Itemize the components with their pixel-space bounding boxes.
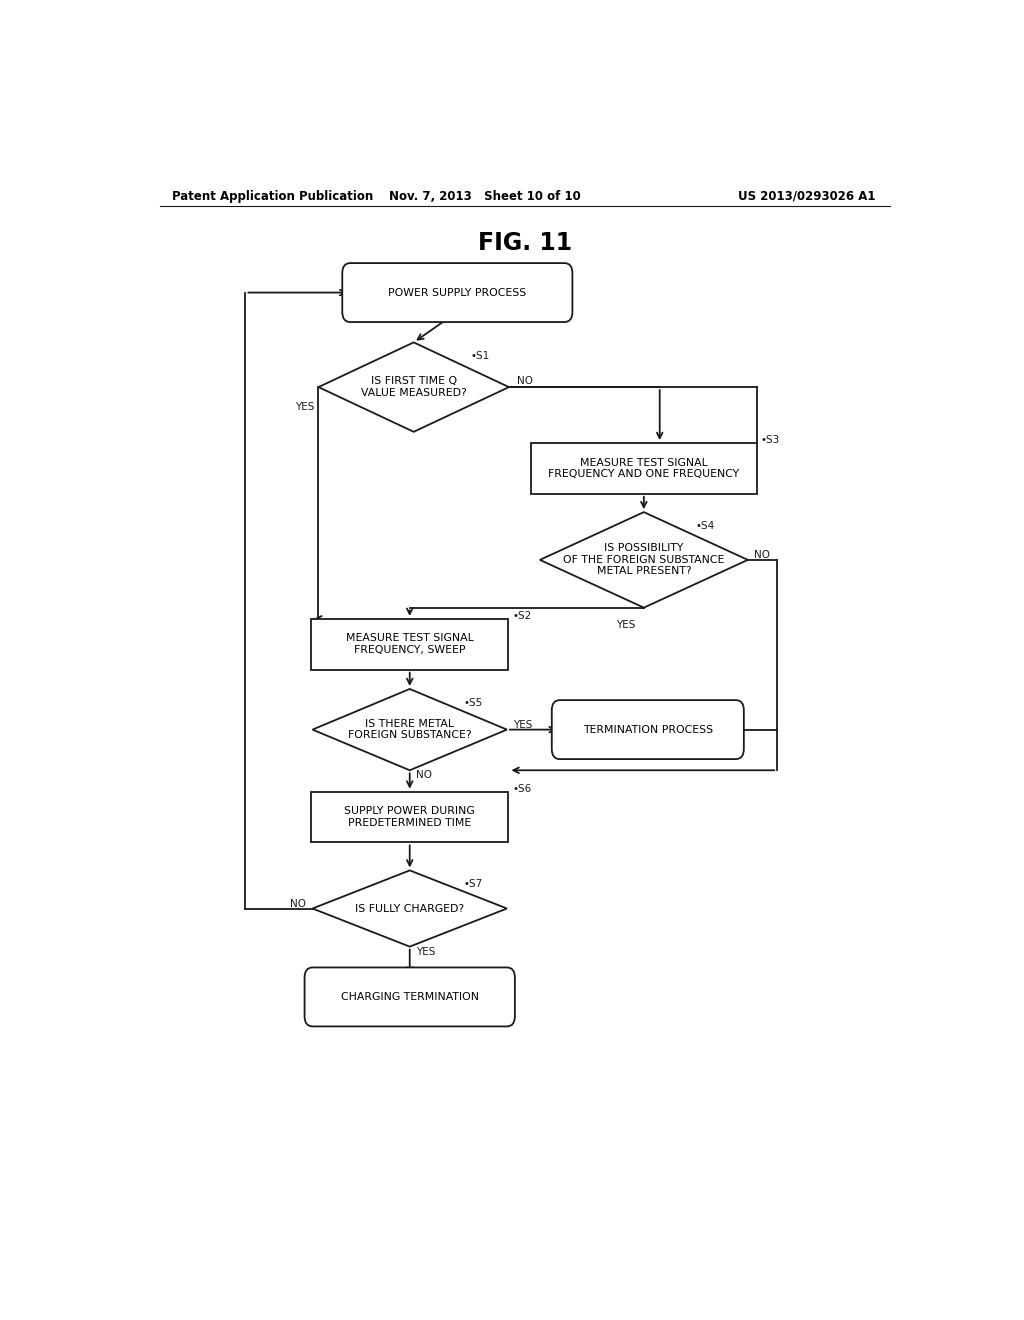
Text: •S2: •S2 bbox=[512, 611, 531, 620]
Text: POWER SUPPLY PROCESS: POWER SUPPLY PROCESS bbox=[388, 288, 526, 297]
Text: •S6: •S6 bbox=[512, 784, 531, 793]
Text: NO: NO bbox=[517, 376, 532, 385]
Text: IS THERE METAL
FOREIGN SUBSTANCE?: IS THERE METAL FOREIGN SUBSTANCE? bbox=[348, 719, 471, 741]
Text: YES: YES bbox=[295, 403, 314, 412]
Bar bbox=[530, 444, 757, 494]
Polygon shape bbox=[540, 512, 748, 607]
Polygon shape bbox=[318, 342, 509, 432]
FancyBboxPatch shape bbox=[552, 700, 743, 759]
Text: Patent Application Publication: Patent Application Publication bbox=[172, 190, 373, 202]
Bar bbox=[311, 792, 508, 842]
Text: •S3: •S3 bbox=[761, 436, 780, 445]
Text: IS FULLY CHARGED?: IS FULLY CHARGED? bbox=[355, 903, 464, 913]
Text: YES: YES bbox=[513, 719, 532, 730]
Text: SUPPLY POWER DURING
PREDETERMINED TIME: SUPPLY POWER DURING PREDETERMINED TIME bbox=[344, 807, 475, 828]
Text: US 2013/0293026 A1: US 2013/0293026 A1 bbox=[737, 190, 876, 202]
Text: MEASURE TEST SIGNAL
FREQUENCY, SWEEP: MEASURE TEST SIGNAL FREQUENCY, SWEEP bbox=[346, 634, 474, 655]
Text: •S1: •S1 bbox=[471, 351, 490, 360]
FancyBboxPatch shape bbox=[342, 263, 572, 322]
Text: •S4: •S4 bbox=[696, 521, 715, 532]
Text: YES: YES bbox=[416, 946, 435, 957]
Text: NO: NO bbox=[754, 550, 770, 560]
Bar bbox=[311, 619, 508, 669]
Text: NO: NO bbox=[416, 771, 432, 780]
Text: Nov. 7, 2013   Sheet 10 of 10: Nov. 7, 2013 Sheet 10 of 10 bbox=[389, 190, 581, 202]
Text: IS POSSIBILITY
OF THE FOREIGN SUBSTANCE
METAL PRESENT?: IS POSSIBILITY OF THE FOREIGN SUBSTANCE … bbox=[563, 544, 725, 577]
Text: TERMINATION PROCESS: TERMINATION PROCESS bbox=[583, 725, 713, 735]
Text: FIG. 11: FIG. 11 bbox=[478, 231, 571, 255]
FancyBboxPatch shape bbox=[304, 968, 515, 1027]
Text: NO: NO bbox=[290, 899, 306, 909]
Text: YES: YES bbox=[616, 620, 636, 630]
Text: IS FIRST TIME Q
VALUE MEASURED?: IS FIRST TIME Q VALUE MEASURED? bbox=[360, 376, 467, 397]
Polygon shape bbox=[312, 689, 507, 771]
Text: •S7: •S7 bbox=[463, 879, 482, 888]
Polygon shape bbox=[312, 870, 507, 946]
Text: •S5: •S5 bbox=[463, 698, 482, 709]
Text: CHARGING TERMINATION: CHARGING TERMINATION bbox=[341, 991, 479, 1002]
Text: MEASURE TEST SIGNAL
FREQUENCY AND ONE FREQUENCY: MEASURE TEST SIGNAL FREQUENCY AND ONE FR… bbox=[548, 458, 739, 479]
